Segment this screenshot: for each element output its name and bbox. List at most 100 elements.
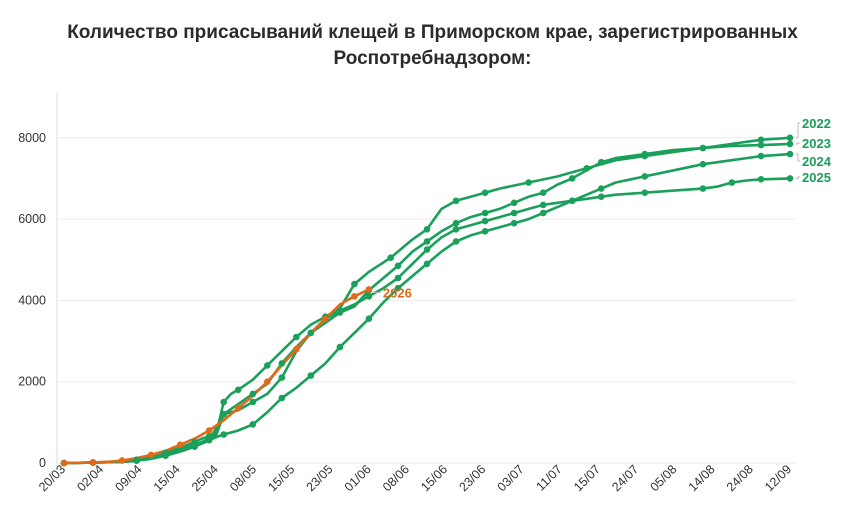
series-point-2023 bbox=[568, 175, 576, 182]
series-label-2024: 2024 bbox=[802, 154, 832, 169]
series-point-2026 bbox=[351, 293, 358, 300]
series-point-2023 bbox=[278, 360, 286, 367]
series-point-2022 bbox=[481, 189, 489, 196]
x-tick-label: 15/06 bbox=[418, 462, 450, 494]
series-point-2023 bbox=[510, 199, 518, 207]
x-tick-label: 12/09 bbox=[762, 462, 794, 494]
series-point-2025 bbox=[336, 307, 344, 314]
y-tick-label: 6000 bbox=[18, 212, 46, 226]
series-point-2023 bbox=[539, 189, 547, 196]
series-point-2024 bbox=[278, 394, 286, 402]
series-point-2025 bbox=[568, 197, 576, 205]
series-point-2026 bbox=[147, 451, 155, 459]
series-line-2026 bbox=[62, 288, 371, 465]
series-point-2022 bbox=[293, 333, 300, 341]
series-point-2022 bbox=[423, 226, 431, 233]
series-label-leader bbox=[796, 122, 800, 139]
series-point-2026 bbox=[60, 459, 68, 467]
series-point-2024 bbox=[452, 238, 460, 245]
series-point-2026 bbox=[264, 378, 271, 386]
series-point-2023 bbox=[394, 262, 402, 270]
x-tick-label: 15/07 bbox=[571, 462, 603, 494]
series-point-2022 bbox=[525, 179, 532, 186]
series-point-2022 bbox=[786, 134, 794, 142]
x-tick-label: 01/06 bbox=[342, 462, 374, 494]
series-point-2022 bbox=[387, 254, 395, 261]
x-tick-label: 03/07 bbox=[495, 462, 527, 494]
x-tick-label: 24/07 bbox=[609, 462, 641, 494]
y-tick-label: 0 bbox=[39, 456, 46, 470]
series-point-2026 bbox=[89, 459, 97, 466]
x-tick-label: 25/04 bbox=[189, 462, 221, 494]
x-tick-label: 15/05 bbox=[265, 462, 297, 494]
series-markers bbox=[60, 134, 794, 467]
chart-title-line-1: Количество присасываний клещей в Приморс… bbox=[67, 22, 798, 43]
x-tick-label: 23/06 bbox=[456, 462, 488, 494]
series-point-2024 bbox=[307, 372, 315, 379]
series-point-2025 bbox=[191, 442, 198, 450]
series-point-2026 bbox=[322, 315, 329, 323]
x-tick-label: 11/07 bbox=[533, 462, 564, 493]
series-point-2025 bbox=[757, 176, 765, 183]
series-point-2025 bbox=[539, 201, 547, 209]
gridlines bbox=[56, 92, 795, 466]
series-point-2025 bbox=[394, 274, 402, 282]
series-point-2026 bbox=[118, 457, 126, 464]
series-point-2025 bbox=[278, 374, 286, 381]
series-point-2023 bbox=[452, 219, 460, 227]
series-point-2026 bbox=[293, 345, 300, 353]
series-point-2024 bbox=[786, 150, 794, 158]
series-point-2023 bbox=[481, 209, 489, 217]
x-tick-label: 08/05 bbox=[227, 462, 259, 494]
series-label-2026: 2026 bbox=[383, 285, 412, 300]
series-point-2024 bbox=[539, 209, 547, 217]
x-tick-label: 08/06 bbox=[380, 462, 412, 494]
series-point-2025 bbox=[786, 175, 794, 182]
series-point-2022 bbox=[757, 136, 765, 144]
series-label-leader bbox=[796, 142, 800, 145]
series-point-2025 bbox=[162, 452, 169, 459]
series-point-2025 bbox=[597, 193, 605, 200]
x-tick-label: 24/08 bbox=[724, 462, 756, 494]
series-point-2024 bbox=[699, 160, 707, 168]
y-tick-label: 8000 bbox=[18, 131, 46, 145]
series-point-2023 bbox=[641, 150, 649, 158]
series-line-2024 bbox=[62, 152, 792, 465]
series-point-2024 bbox=[394, 284, 402, 292]
series-point-2025 bbox=[699, 185, 707, 192]
series-point-2025 bbox=[423, 246, 431, 253]
series-point-2025 bbox=[307, 329, 315, 337]
series-point-2022 bbox=[220, 398, 227, 406]
chart-title-line-2: Роспотребнадзором: bbox=[333, 48, 532, 69]
series-point-2022 bbox=[264, 362, 271, 369]
series-point-2023 bbox=[249, 390, 257, 398]
x-tick-label: 05/08 bbox=[647, 462, 679, 494]
series-label-2023: 2023 bbox=[802, 136, 831, 151]
series-label-leader bbox=[796, 176, 800, 179]
series-label-2022: 2022 bbox=[802, 116, 831, 131]
series-point-2022 bbox=[351, 280, 358, 288]
series-point-2024 bbox=[423, 260, 431, 268]
series-point-2022 bbox=[234, 386, 242, 394]
series-label-leader bbox=[796, 153, 800, 162]
series-point-2024 bbox=[481, 228, 489, 235]
series-point-2024 bbox=[365, 315, 373, 323]
y-axis: 0 2000 4000 6000 8000 bbox=[18, 131, 46, 470]
series-point-2025 bbox=[481, 217, 489, 225]
series-point-2024 bbox=[510, 219, 518, 227]
series-point-2026 bbox=[176, 441, 184, 449]
series-point-2025 bbox=[728, 179, 736, 186]
series-label-2025: 2025 bbox=[802, 170, 831, 185]
series-point-2024 bbox=[641, 173, 649, 180]
series-point-2025 bbox=[510, 209, 518, 217]
series-point-2024 bbox=[336, 343, 344, 351]
x-tick-label: 15/04 bbox=[151, 462, 183, 494]
chart-title: Количество присасываний клещей в Приморс… bbox=[0, 20, 865, 72]
series-point-2024 bbox=[205, 436, 213, 444]
series-point-2024 bbox=[757, 152, 765, 160]
x-tick-label: 14/08 bbox=[686, 462, 718, 494]
series-point-2024 bbox=[220, 431, 227, 438]
series-point-2023 bbox=[786, 140, 794, 148]
